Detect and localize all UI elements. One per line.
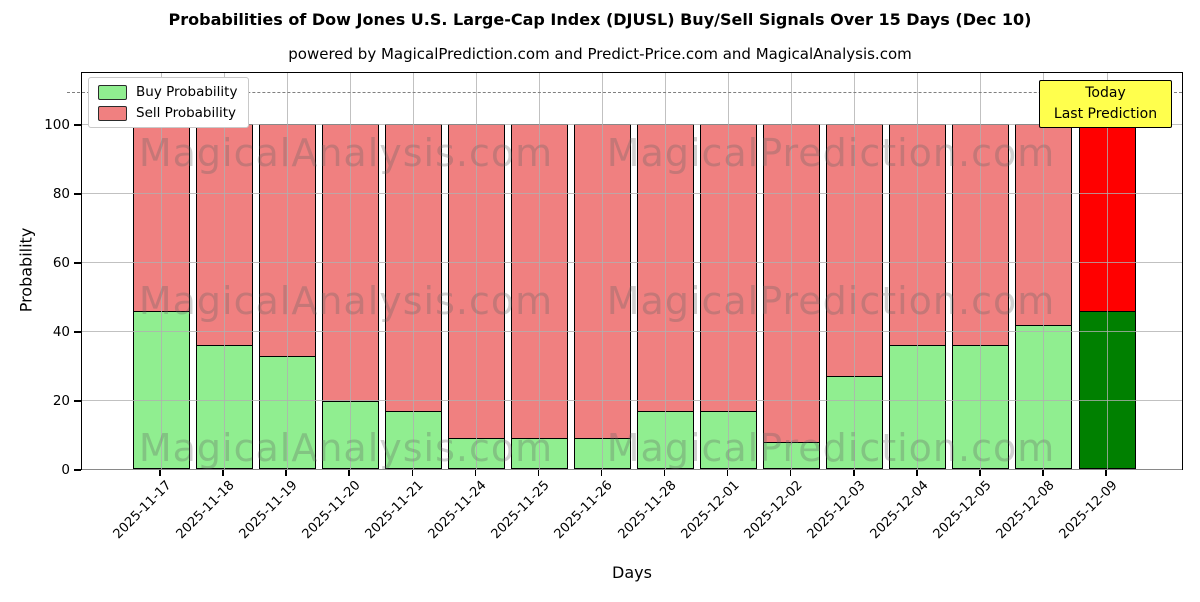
gridline-h-20 bbox=[82, 399, 1182, 401]
x-axis-label: Days bbox=[612, 563, 652, 582]
gridline-v-2025-11-17 bbox=[160, 73, 162, 469]
watermark-text: MagicalAnalysis.com bbox=[138, 426, 554, 470]
x-tick-label-2025-12-08: 2025-12-08 bbox=[993, 478, 1058, 543]
x-tick-label-2025-12-09: 2025-12-09 bbox=[1056, 478, 1121, 543]
chart-title: Probabilities of Dow Jones U.S. Large-Ca… bbox=[168, 10, 1032, 29]
watermark-text: MagicalAnalysis.com bbox=[138, 279, 554, 323]
legend: Buy Probability Sell Probability bbox=[88, 77, 250, 128]
x-axis: 2025-11-17 2025-11-18 2025-11-19 2025-11-20… bbox=[81, 470, 1183, 600]
gridline-v-2025-12-01 bbox=[728, 73, 730, 469]
x-tick-label-2025-11-17: 2025-11-17 bbox=[110, 478, 175, 543]
watermark-text: MagicalPrediction.com bbox=[606, 131, 1056, 175]
y-tick-label-20: 20 bbox=[52, 393, 70, 409]
y-tick-mark-80 bbox=[74, 193, 81, 195]
chart-subtitle: powered by MagicalPrediction.com and Pre… bbox=[288, 45, 912, 63]
x-tick-mark-2025-11-17 bbox=[159, 470, 161, 476]
watermark-text: MagicalPrediction.com bbox=[606, 279, 1056, 323]
x-tick-mark-2025-12-03 bbox=[853, 470, 855, 476]
x-tick-label-2025-11-25: 2025-11-25 bbox=[488, 478, 554, 543]
gridline-h-100 bbox=[82, 123, 1182, 125]
x-tick-mark-2025-11-20 bbox=[348, 470, 350, 476]
x-tick-mark-2025-12-02 bbox=[789, 470, 792, 476]
x-tick-mark-2025-11-19 bbox=[285, 470, 287, 476]
gridline-v-2025-11-19 bbox=[286, 73, 288, 469]
x-tick-mark-2025-11-18 bbox=[222, 470, 224, 476]
gridline-v-2025-12-04 bbox=[917, 73, 919, 469]
gridline-v-2025-11-21 bbox=[412, 73, 414, 469]
legend-item-buy: Buy Probability bbox=[98, 84, 237, 100]
x-tick-label-2025-12-03: 2025-12-03 bbox=[804, 478, 869, 543]
x-tick-mark-2025-12-04 bbox=[916, 470, 918, 476]
today-annotation-line2: Last Prediction bbox=[1053, 106, 1158, 122]
x-tick-mark-2025-12-01 bbox=[726, 470, 729, 476]
x-tick-mark-2025-11-21 bbox=[411, 470, 414, 476]
gridline-v-2025-11-18 bbox=[223, 73, 225, 469]
gridline-v-2025-11-20 bbox=[349, 73, 351, 469]
gridline-v-2025-11-26 bbox=[601, 73, 603, 469]
y-tick-mark-60 bbox=[74, 262, 81, 264]
y-tick-label-100: 100 bbox=[44, 117, 70, 133]
grid-layer bbox=[82, 73, 1182, 470]
y-tick-mark-100 bbox=[74, 124, 81, 126]
gridline-v-2025-12-05 bbox=[980, 73, 982, 469]
watermark-text: MagicalAnalysis.com bbox=[138, 131, 554, 175]
x-tick-label-2025-12-04: 2025-12-04 bbox=[867, 478, 932, 543]
legend-item-sell: Sell Probability bbox=[98, 105, 237, 121]
x-tick-label-2025-12-05: 2025-12-05 bbox=[930, 478, 995, 543]
gridline-v-2025-12-08 bbox=[1043, 73, 1045, 469]
x-tick-label-2025-11-20: 2025-11-20 bbox=[299, 478, 364, 543]
gridline-h-40 bbox=[82, 330, 1182, 332]
gridline-h-80 bbox=[82, 192, 1182, 194]
watermark-layer: MagicalAnalysis.com MagicalPrediction.co… bbox=[82, 73, 1182, 470]
x-tick-label-2025-12-02: 2025-12-02 bbox=[741, 478, 806, 543]
x-tick-label-2025-11-24: 2025-11-24 bbox=[425, 478, 490, 543]
gridline-v-2025-12-02 bbox=[791, 73, 793, 469]
gridline-v-2025-12-03 bbox=[854, 73, 856, 469]
buy-probability-swatch bbox=[98, 84, 127, 100]
x-tick-mark-2025-11-26 bbox=[600, 470, 603, 476]
x-tick-label-2025-11-21: 2025-11-21 bbox=[362, 478, 427, 543]
y-tick-label-40: 40 bbox=[52, 324, 70, 340]
x-tick-mark-2025-11-25 bbox=[537, 470, 540, 476]
legend-buy-label: Buy Probability bbox=[136, 84, 238, 100]
gridline-v-2025-11-24 bbox=[475, 73, 477, 469]
y-tick-label-60: 60 bbox=[52, 255, 70, 271]
today-annotation-line1: Today bbox=[1085, 85, 1126, 101]
legend-sell-label: Sell Probability bbox=[136, 105, 237, 121]
x-tick-mark-2025-12-08 bbox=[1042, 470, 1044, 476]
plot-area: MagicalAnalysis.com MagicalPrediction.co… bbox=[67, 72, 1183, 470]
y-tick-label-0: 0 bbox=[61, 462, 70, 478]
x-tick-label-2025-11-18: 2025-11-18 bbox=[173, 478, 238, 543]
x-tick-label-2025-11-28: 2025-11-28 bbox=[615, 478, 680, 543]
gridline-v-2025-11-28 bbox=[665, 73, 667, 469]
x-tick-label-2025-11-26: 2025-11-26 bbox=[552, 478, 617, 543]
y-axis: 0 20 40 60 80 100 bbox=[0, 72, 81, 478]
gridline-v-2025-11-25 bbox=[538, 73, 540, 469]
y-tick-mark-0 bbox=[74, 469, 81, 471]
watermark-text: MagicalPrediction.com bbox=[606, 426, 1056, 470]
x-tick-label-2025-11-19: 2025-11-19 bbox=[236, 478, 301, 543]
x-tick-mark-2025-12-05 bbox=[979, 470, 981, 476]
today-annotation: Today Last Prediction bbox=[1039, 80, 1172, 128]
gridline-h-60 bbox=[82, 261, 1182, 263]
gridline-h-0 bbox=[82, 468, 1182, 470]
dashed-threshold-line bbox=[67, 91, 1182, 93]
y-tick-mark-20 bbox=[74, 400, 81, 402]
x-tick-label-2025-12-01: 2025-12-01 bbox=[678, 478, 743, 543]
y-tick-label-80: 80 bbox=[52, 186, 70, 202]
gridline-v-2025-12-09 bbox=[1106, 73, 1108, 469]
y-tick-mark-40 bbox=[74, 331, 81, 333]
x-tick-mark-2025-12-09 bbox=[1105, 470, 1107, 476]
x-tick-mark-2025-11-24 bbox=[474, 470, 477, 476]
x-tick-mark-2025-11-28 bbox=[663, 470, 666, 476]
sell-probability-swatch bbox=[98, 105, 127, 121]
